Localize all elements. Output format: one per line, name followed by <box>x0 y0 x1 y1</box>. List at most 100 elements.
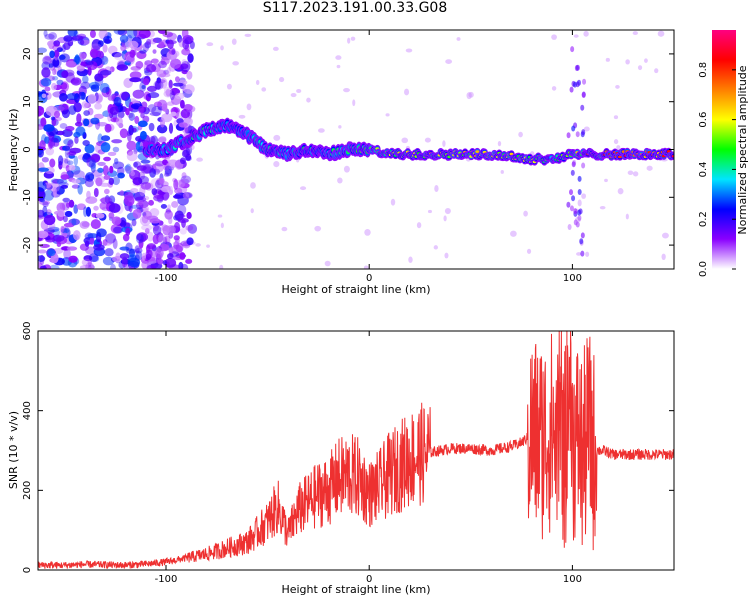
noise-cell <box>152 49 157 54</box>
noise-cell <box>296 89 302 94</box>
noise-cell <box>53 110 61 119</box>
noise-cell <box>76 65 85 72</box>
noise-cell <box>128 257 141 268</box>
noise-cell <box>273 161 280 168</box>
noise-cell <box>165 211 171 216</box>
noise-cell <box>187 53 194 63</box>
noise-cell <box>130 188 139 194</box>
noise-cell <box>87 233 99 239</box>
noise-cell <box>64 210 73 218</box>
noise-cell <box>108 212 115 219</box>
ridge-cell <box>509 152 514 156</box>
noise-cell <box>152 37 162 44</box>
snr-x-tick-label: -100 <box>155 574 178 585</box>
noise-cell <box>163 172 170 177</box>
noise-cell <box>141 85 146 90</box>
colorbar-tick-label: 0.4 <box>698 161 709 177</box>
noise-cell <box>226 83 232 90</box>
colorbar-tick-label: 0.2 <box>698 211 709 227</box>
noise-cell <box>85 246 96 255</box>
noise-cell <box>86 190 91 200</box>
noise-cell <box>575 131 580 138</box>
noise-cell <box>466 92 472 100</box>
noise-cell <box>99 69 112 76</box>
noise-cell <box>62 145 71 151</box>
noise-cell <box>625 59 630 65</box>
noise-cell <box>77 33 87 39</box>
noise-cell <box>408 256 413 263</box>
noise-cell <box>63 222 75 228</box>
noise-cell <box>119 34 129 43</box>
noise-cell <box>177 34 183 43</box>
noise-cell <box>250 208 254 214</box>
noise-cell <box>173 235 180 241</box>
noise-cell <box>155 247 164 259</box>
noise-cell <box>168 122 174 134</box>
noise-cell <box>149 208 160 217</box>
noise-cell <box>52 68 57 76</box>
noise-cell <box>401 137 409 144</box>
noise-cell <box>131 218 137 227</box>
noise-cell <box>63 42 71 50</box>
noise-cell <box>175 92 185 100</box>
noise-cell <box>85 262 95 269</box>
spectrogram-x-tick-label: -100 <box>155 273 178 284</box>
noise-cell <box>180 108 191 119</box>
noise-cell <box>566 201 571 208</box>
noise-cell <box>50 116 56 121</box>
noise-cell <box>48 264 60 269</box>
noise-cell <box>44 86 51 92</box>
noise-cell <box>46 209 52 216</box>
noise-cell <box>104 123 112 133</box>
noise-cell <box>654 68 659 74</box>
noise-cell <box>220 45 224 51</box>
noise-cell <box>116 64 129 71</box>
noise-cell <box>96 122 108 127</box>
noise-cell <box>119 253 130 260</box>
snr-frame <box>37 330 675 571</box>
noise-cell <box>523 210 528 217</box>
noise-cell <box>97 133 103 144</box>
noise-cell <box>306 97 311 103</box>
noise-cell <box>65 144 72 151</box>
noise-cell <box>138 105 145 114</box>
noise-cell <box>61 108 70 119</box>
spectrogram-y-axis-label: Frequency (Hz) <box>7 109 20 192</box>
noise-cell <box>49 158 56 168</box>
noise-cell <box>112 238 118 250</box>
noise-cell <box>152 234 160 245</box>
noise-cell <box>151 188 158 196</box>
colorbar-gradient <box>712 30 736 269</box>
noise-cell <box>157 30 167 34</box>
noise-cell <box>65 125 75 132</box>
noise-cell <box>577 79 582 86</box>
snr-x-tick-label: 100 <box>563 574 582 585</box>
noise-cell <box>51 178 64 184</box>
noise-cell <box>82 139 90 147</box>
noise-cell <box>497 141 502 147</box>
noise-cell <box>255 79 260 86</box>
noise-cell <box>195 243 201 247</box>
noise-cell <box>38 47 48 54</box>
noise-cell <box>97 40 104 48</box>
noise-cell <box>71 218 77 226</box>
noise-cell <box>164 235 171 246</box>
noise-cell <box>219 264 224 269</box>
noise-cell <box>576 252 582 256</box>
noise-cell <box>95 212 105 219</box>
noise-cell <box>168 189 174 195</box>
noise-cell <box>352 99 356 107</box>
noise-cell <box>171 201 179 208</box>
noise-cell <box>40 264 47 269</box>
noise-cell <box>47 226 60 232</box>
noise-cell <box>112 161 125 170</box>
noise-cell <box>175 76 180 83</box>
noise-cell <box>80 81 91 90</box>
noise-cell <box>66 160 74 166</box>
noise-cell <box>123 195 135 207</box>
noise-cell <box>613 139 619 145</box>
noise-cell <box>347 37 351 44</box>
noise-cell <box>156 69 167 78</box>
noise-cell <box>577 199 582 207</box>
noise-cell <box>135 247 143 254</box>
